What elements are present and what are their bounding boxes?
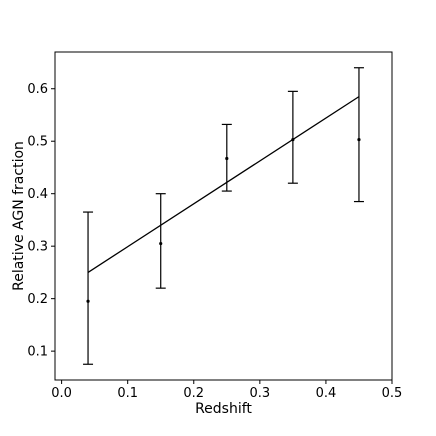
- data-point: [86, 299, 90, 303]
- data-point-with-errorbar: [83, 211, 94, 365]
- data-point: [291, 138, 295, 142]
- y-tick-label: 0.1: [27, 345, 48, 360]
- x-tick-label: 0.2: [183, 386, 204, 401]
- y-tick-label: 0.5: [27, 135, 48, 150]
- x-tick-label: 0.5: [382, 386, 403, 401]
- y-axis-label: Relative AGN fraction: [11, 141, 27, 291]
- y-tick-label: 0.2: [27, 292, 48, 307]
- data-point: [225, 156, 229, 161]
- data-point-with-errorbar: [155, 193, 166, 289]
- x-tick-label: 0.3: [249, 386, 270, 401]
- y-tick-label: 0.6: [27, 82, 48, 97]
- data-point: [159, 241, 163, 246]
- data-point: [357, 138, 361, 142]
- x-axis-ticks: 0.0 0.1 0.2 0.3 0.4 0.5: [51, 380, 402, 401]
- plot-frame: [54, 51, 393, 381]
- data-point-with-errorbar: [287, 90, 298, 184]
- y-tick-label: 0.3: [27, 240, 48, 255]
- y-tick-label: 0.4: [27, 187, 48, 202]
- x-tick-label: 0.1: [117, 386, 138, 401]
- fit-line: [87, 96, 360, 273]
- data-points: [83, 67, 364, 365]
- x-axis-label: Redshift: [195, 401, 252, 417]
- data-point-with-errorbar: [221, 123, 232, 192]
- x-tick-label: 0.0: [51, 386, 72, 401]
- data-point-with-errorbar: [353, 67, 364, 203]
- y-axis-ticks: 0.1 0.2 0.3 0.4 0.5 0.6: [27, 82, 55, 360]
- x-tick-label: 0.4: [316, 386, 337, 401]
